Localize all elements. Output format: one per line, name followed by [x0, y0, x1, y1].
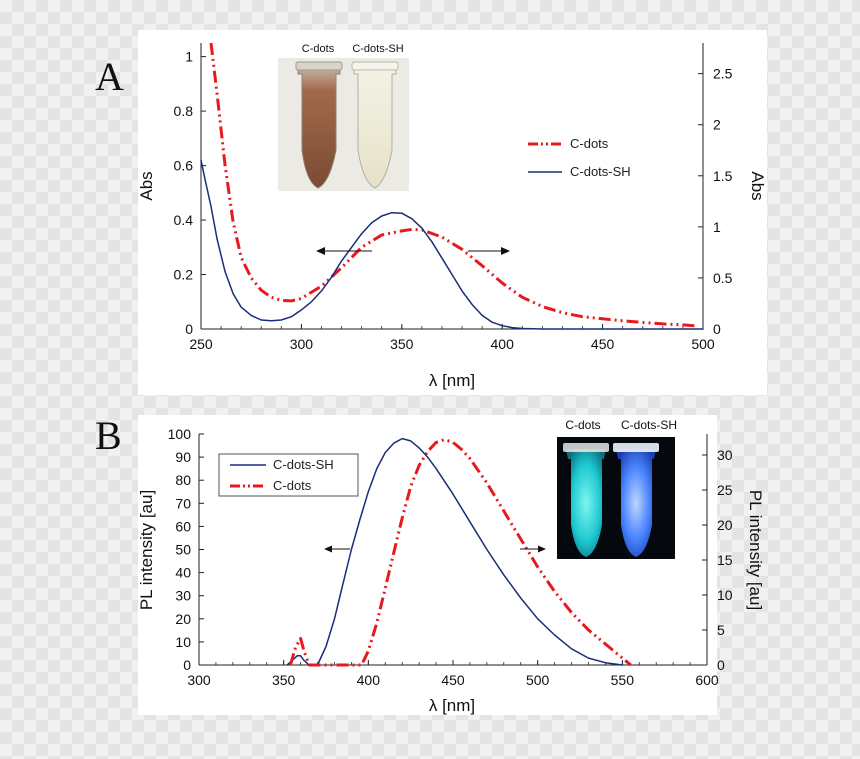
a-y-right-tick-label: 2.5 — [713, 66, 733, 82]
panel-b-legend: C-dots-SH C-dots — [218, 453, 359, 497]
panel-b: B 300 350 400 450 500 550 600 0102030405060708… — [95, 413, 765, 715]
b-x-tick-label: 450 — [441, 672, 465, 688]
panel-a-left-arrow — [316, 247, 372, 255]
panel-a-legend: C-dots C-dots-SH — [528, 136, 631, 179]
panel-a-y-ticks-right: 0 0.5 1 1.5 2 2.5 — [698, 66, 733, 337]
panel-a-y-axis-label-right: Abs — [748, 171, 767, 200]
a-y-left-tick-label: 0.2 — [174, 267, 194, 283]
panel-b-y-ticks-left: 0 10 20 30 40 50 60 70 80 90 100 — [168, 426, 204, 673]
b-x-tick-label: 300 — [187, 672, 211, 688]
panel-b-legend-box — [218, 453, 359, 497]
panel-b-left-arrow — [324, 545, 350, 553]
a-y-left-tick-label: 0.4 — [174, 212, 194, 228]
panel-a-background — [138, 30, 767, 395]
b-x-tick-label: 350 — [272, 672, 296, 688]
panel-b-series — [286, 437, 632, 667]
b-y-left-tick-label: 50 — [175, 542, 191, 558]
panel-a-right-arrow — [468, 247, 510, 255]
tube-c-dots-cyan-glow — [566, 449, 606, 557]
legend-label-c-dots-sh: C-dots-SH — [570, 164, 631, 179]
b-y-left-tick-label: 60 — [175, 518, 191, 534]
b-x-tick-label: 400 — [357, 672, 381, 688]
tube-c-dots-sh-blue-glow — [616, 449, 656, 557]
panel-a-x-axis-label: λ [nm] — [429, 371, 475, 390]
b-y-right-tick-label: 10 — [717, 587, 733, 603]
panel-b-right-arrow — [520, 545, 546, 553]
inset-b-label-c-dots-sh: C-dots-SH — [621, 418, 677, 432]
legend-b-label-c-dots: C-dots — [273, 478, 312, 493]
b-y-left-tick-label: 20 — [175, 611, 191, 627]
panel-b-letter: B — [95, 413, 122, 458]
a-y-right-tick-label: 0.5 — [713, 270, 733, 286]
panel-b-y-axis-label-right: PL intensity [au] — [746, 490, 765, 610]
b-y-right-tick-label: 15 — [717, 552, 733, 568]
b-y-left-tick-label: 90 — [175, 449, 191, 465]
a-y-left-tick-label: 0 — [185, 321, 193, 337]
b-y-right-tick-label: 0 — [717, 657, 725, 673]
panel-b-x-axis-label: λ [nm] — [429, 696, 475, 715]
tube-cap-c-dots-sh — [351, 61, 399, 71]
legend-label-c-dots: C-dots — [570, 136, 609, 151]
b-x-tick-label: 550 — [611, 672, 635, 688]
a-series-c-dots — [209, 42, 698, 328]
a-x-tick-label: 350 — [390, 336, 414, 352]
a-y-left-tick-label: 1 — [185, 49, 193, 65]
panel-b-y-ticks-right: 0 5 10 15 20 25 30 — [702, 447, 733, 673]
b-y-left-tick-label: 0 — [183, 657, 191, 673]
a-y-right-tick-label: 2 — [713, 117, 721, 133]
a-x-tick-label: 300 — [290, 336, 314, 352]
panel-a-inset-photo: C-dots C-dots-SH — [278, 43, 409, 191]
a-x-tick-label: 500 — [691, 336, 715, 352]
b-y-left-tick-label: 80 — [175, 472, 191, 488]
panel-a-x-ticks: 250 300 350 400 450 500 — [189, 324, 715, 352]
panel-a-series — [200, 42, 704, 330]
b-y-left-tick-label: 40 — [175, 565, 191, 581]
panel-b-inset-photo: C-dots C-dots-SH — [557, 418, 677, 559]
inset-b-label-c-dots: C-dots — [565, 418, 600, 432]
a-x-tick-label: 450 — [591, 336, 615, 352]
tube-cap-c-dots — [295, 61, 343, 71]
a-x-tick-label: 250 — [189, 336, 213, 352]
b-series-c-dots — [288, 438, 632, 667]
b-y-right-tick-label: 25 — [717, 482, 733, 498]
b-y-right-tick-label: 5 — [717, 622, 725, 638]
b-y-left-tick-label: 100 — [168, 426, 192, 442]
tube-c-dots-sh-clear — [353, 65, 397, 189]
a-y-left-tick-label: 0.6 — [174, 158, 194, 174]
b-x-tick-label: 500 — [526, 672, 550, 688]
b-y-right-tick-label: 20 — [717, 517, 733, 533]
panel-a-y-ticks-left: 0 0.2 0.4 0.6 0.8 1 — [174, 49, 206, 337]
a-y-right-tick-label: 1.5 — [713, 168, 733, 184]
tube-cap-c-dots-b — [563, 443, 609, 452]
panel-a-y-axis-label-left: Abs — [137, 171, 156, 200]
tube-c-dots-brown — [297, 65, 341, 189]
panel-a: A 250 300 350 400 450 500 0 0.2 0.4 0.6 0.8 1 0 0.5… — [95, 30, 767, 395]
b-y-left-tick-label: 10 — [175, 634, 191, 650]
panel-b-y-axis-label-left: PL intensity [au] — [137, 490, 156, 610]
tube-cap-c-dots-sh-b — [613, 443, 659, 452]
b-y-left-tick-label: 70 — [175, 495, 191, 511]
panel-a-letter: A — [95, 54, 124, 99]
a-series-c-dots-sh — [200, 159, 704, 330]
inset-a-label-c-dots: C-dots — [302, 43, 335, 55]
inset-a-label-c-dots-sh: C-dots-SH — [352, 43, 403, 55]
a-y-right-tick-label: 0 — [713, 321, 721, 337]
a-y-left-tick-label: 0.8 — [174, 103, 194, 119]
a-x-tick-label: 400 — [491, 336, 515, 352]
panel-b-x-ticks: 300 350 400 450 500 550 600 — [187, 660, 719, 688]
a-y-right-tick-label: 1 — [713, 219, 721, 235]
b-y-left-tick-label: 30 — [175, 588, 191, 604]
legend-b-label-c-dots-sh: C-dots-SH — [273, 457, 334, 472]
b-y-right-tick-label: 30 — [717, 447, 733, 463]
b-x-tick-label: 600 — [695, 672, 719, 688]
